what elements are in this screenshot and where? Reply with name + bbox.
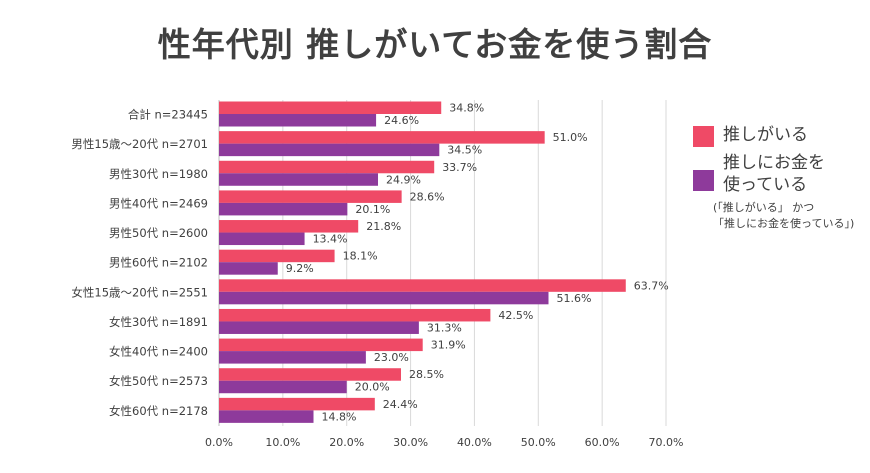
bar-oshi [219, 160, 435, 174]
bar-oshi [219, 397, 375, 411]
data-label: 28.5% [409, 368, 444, 381]
legend-label-1: 推しがいる [723, 125, 808, 145]
data-label: 34.5% [447, 144, 482, 157]
data-label: 24.4% [383, 398, 418, 411]
category-label: 女性30代 n=1891 [109, 315, 208, 329]
bar-spend [219, 202, 348, 216]
x-tick-label: 70.0% [649, 436, 684, 449]
chart-title: 性年代別 推しがいてお金を使う割合 [157, 25, 713, 64]
data-label: 33.7% [442, 161, 477, 174]
legend-swatch-1 [693, 126, 714, 147]
data-label: 42.5% [498, 309, 533, 322]
bar-oshi [219, 279, 626, 292]
bar-oshi [219, 220, 359, 233]
data-label: 34.8% [449, 102, 484, 115]
bar-spend [219, 114, 377, 127]
data-label: 20.0% [355, 381, 390, 394]
category-label: 女性15歳～20代 n=2551 [71, 285, 208, 299]
bar-spend [219, 232, 305, 246]
bar-spend [219, 291, 549, 305]
category-label: 女性50代 n=2573 [109, 374, 208, 388]
bar-spend [219, 262, 278, 275]
bar-oshi [219, 308, 491, 322]
bar-oshi [219, 249, 335, 263]
legend-note-2: 「推しにお金を使っている」) [713, 217, 855, 230]
data-label: 51.0% [553, 131, 588, 144]
bar-oshi [219, 190, 402, 203]
data-label: 63.7% [634, 279, 669, 292]
legend-label-2: 推しにお金を使っている [723, 153, 825, 195]
x-tick-label: 50.0% [521, 436, 556, 449]
x-tick-label: 20.0% [329, 436, 364, 449]
x-tick-label: 40.0% [457, 436, 492, 449]
category-label: 男性50代 n=2600 [109, 226, 208, 240]
category-label: 男性30代 n=1980 [109, 167, 208, 181]
x-tick-label: 10.0% [265, 436, 300, 449]
category-label: 女性40代 n=2400 [109, 345, 208, 359]
category-label: 合計 n=23445 [128, 108, 208, 122]
bar-oshi [219, 368, 401, 381]
bar-spend [219, 321, 419, 334]
data-label: 13.4% [313, 233, 348, 246]
x-tick-label: 0.0% [205, 436, 233, 449]
data-label: 31.9% [431, 339, 466, 352]
bar-spend [219, 173, 379, 186]
data-label: 21.8% [366, 220, 401, 233]
data-label: 51.6% [557, 292, 592, 305]
data-label: 18.1% [343, 250, 378, 263]
data-label: 20.1% [355, 203, 390, 216]
category-label: 男性40代 n=2469 [109, 196, 208, 210]
category-label: 男性60代 n=2102 [109, 256, 208, 270]
x-tick-label: 60.0% [585, 436, 620, 449]
data-label: 9.2% [286, 262, 314, 275]
bar-oshi [219, 338, 423, 352]
bar-spend [219, 380, 347, 394]
data-label: 14.8% [322, 410, 357, 423]
data-label: 24.6% [384, 114, 419, 127]
bar-spend [219, 351, 366, 364]
x-tick-label: 30.0% [393, 436, 428, 449]
bar-oshi [219, 101, 442, 114]
data-label: 28.6% [410, 190, 445, 203]
bar-spend [219, 410, 314, 423]
bar-oshi [219, 131, 545, 144]
legend-swatch-2 [693, 170, 714, 191]
data-label: 31.3% [427, 321, 462, 334]
category-label: 男性15歳～20代 n=2701 [71, 137, 208, 151]
data-label: 23.0% [374, 351, 409, 364]
data-label: 24.9% [386, 173, 421, 186]
category-label: 女性60代 n=2178 [109, 404, 208, 418]
bar-spend [219, 143, 440, 157]
legend-note-1: (「推しがいる」 かつ [713, 201, 815, 214]
